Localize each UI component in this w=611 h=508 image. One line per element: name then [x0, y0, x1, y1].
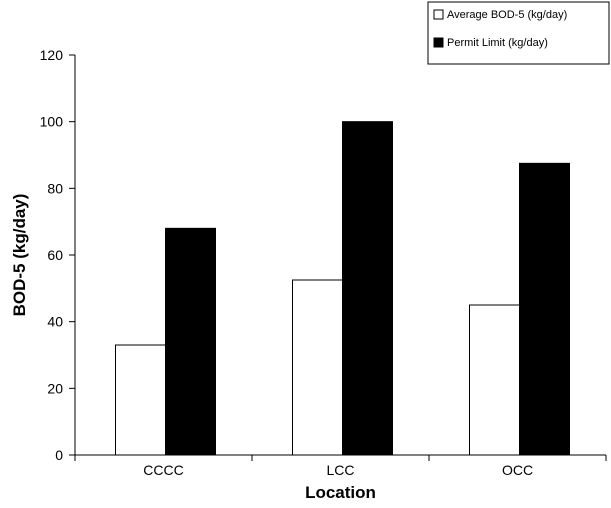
bar-lcc-series-2: [342, 121, 393, 456]
bar-lcc-series-1: [292, 279, 343, 456]
bar-occ-series-1: [469, 304, 520, 456]
y-tick-label: 20: [47, 380, 63, 396]
y-tick-label: 0: [55, 447, 63, 463]
y-tick-label: 40: [47, 314, 63, 330]
legend-box: [427, 1, 610, 65]
y-tick-label: 80: [47, 180, 63, 196]
x-tick-label: CCCC: [143, 462, 183, 478]
legend-label: Average BOD-5 (kg/day): [447, 9, 567, 21]
legend-swatch: [433, 37, 444, 48]
legend-swatch: [433, 9, 444, 20]
y-tick-label: 60: [47, 247, 63, 263]
x-tick-label: LCC: [326, 462, 354, 478]
legend-label: Permit Limit (kg/day): [447, 37, 548, 49]
y-axis-title: BOD-5 (kg/day): [10, 194, 29, 317]
bars: [115, 121, 570, 456]
bar-cccc-series-1: [115, 344, 166, 456]
bar-cccc-series-2: [165, 227, 216, 456]
tick-labels: 0 20 40 60 80 100 120 CCCC LCC OCC: [40, 47, 533, 478]
x-axis-title: Location: [305, 483, 376, 502]
y-tick-label: 120: [40, 47, 64, 63]
legend: Average BOD-5 (kg/day) Permit Limit (kg/d…: [427, 1, 610, 65]
x-tick-label: OCC: [502, 462, 533, 478]
bar-occ-series-2: [519, 162, 570, 456]
y-tick-label: 100: [40, 114, 64, 130]
